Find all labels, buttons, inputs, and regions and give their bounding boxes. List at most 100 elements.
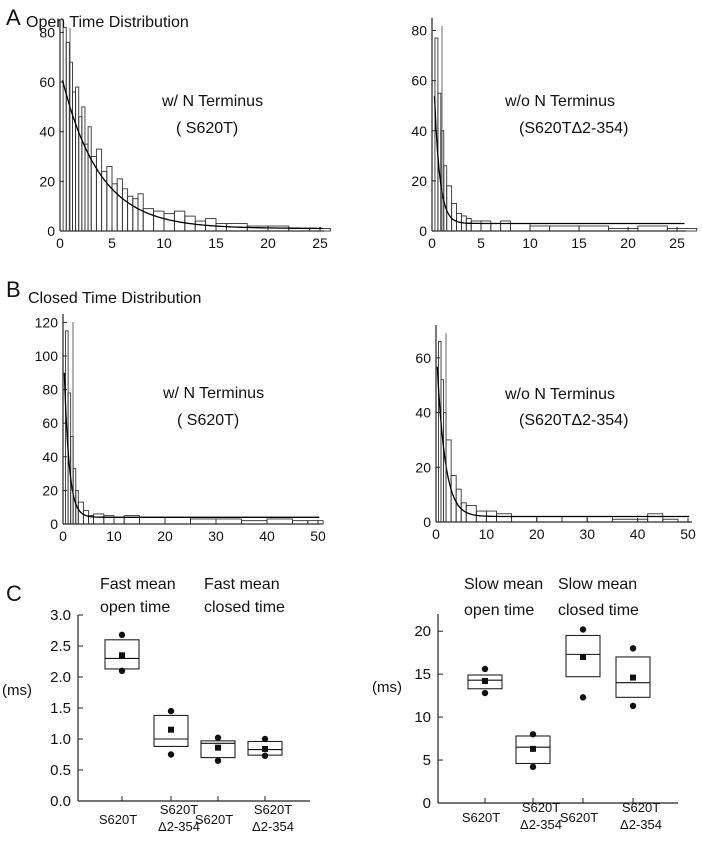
y-tick-label: 20 (39, 173, 55, 189)
histogram-bar (536, 516, 563, 523)
y-tick-label: 60 (42, 415, 58, 431)
category-label: S620T Δ2-354 (620, 800, 662, 832)
histogram-bar (637, 518, 649, 523)
box-max-point (529, 731, 537, 738)
legend-mutant: ( S620T) (177, 412, 239, 429)
fit-curve (63, 372, 320, 518)
box-max-point (167, 707, 175, 715)
section-title-closed: Closed Time Distribution (28, 290, 201, 307)
y-tick-label: 0 (419, 223, 427, 239)
y-tick-label: 100 (35, 348, 59, 364)
histogram-bar (637, 225, 668, 232)
histogram-bar (93, 513, 105, 525)
box-min-point (629, 702, 637, 710)
y-tick-label: 1.0 (50, 731, 71, 748)
x-tick-label: 50 (680, 526, 696, 542)
histogram-bar (451, 202, 457, 232)
histogram-bar (480, 220, 492, 232)
histogram-bar (496, 513, 513, 523)
y-tick-label: 40 (42, 449, 58, 465)
x-tick-label: 10 (479, 526, 495, 542)
chart-closed-with-n-terminus: 0 10 20 30 40 50 0 20 40 60 80 100 120 w/ N Terminus (… (35, 314, 326, 544)
box-min-point (261, 752, 269, 759)
legend-construct: w/ N Terminus (162, 385, 264, 402)
y-tick-label: 60 (415, 350, 431, 366)
x-tick-label: 40 (259, 528, 275, 544)
y-tick-label: 0 (423, 514, 431, 530)
y-tick-label: 20 (411, 173, 427, 189)
box-min-point (214, 757, 222, 764)
box-mean-marker (262, 745, 268, 752)
y-tick-label: 2.0 (50, 669, 71, 686)
histogram-bar (215, 223, 227, 232)
histogram-bar (87, 126, 92, 232)
y-tick-label: 0 (50, 516, 58, 532)
y-tick-label: 60 (39, 74, 55, 90)
y-tick-label: 40 (415, 405, 431, 421)
y-tick-label: 80 (39, 24, 55, 40)
x-tick-label: 10 (106, 528, 122, 544)
histogram-bar (163, 213, 175, 232)
x-tick-label: 0 (56, 235, 64, 251)
histogram-bar (194, 220, 207, 232)
category-label: S620T Δ2-354 (520, 800, 562, 832)
histogram-bar (215, 518, 242, 525)
group-header-line2: closed time (558, 602, 639, 619)
histogram-bar (246, 225, 269, 232)
y-tick-label: 10 (414, 709, 431, 726)
x-tick-label: 50 (310, 528, 326, 544)
histogram-bar (190, 518, 217, 525)
histogram-bar (106, 166, 113, 232)
histogram-bar (608, 228, 639, 232)
y-tick-label: 40 (39, 124, 55, 140)
histogram-bar (113, 516, 125, 525)
y-tick-label: 0.0 (50, 793, 71, 810)
category-label: S620T (195, 812, 233, 827)
x-tick-label: 0 (59, 528, 67, 544)
legend-construct: w/o N Terminus (504, 386, 615, 403)
histogram-bar (84, 143, 89, 232)
y-tick-label: 20 (42, 482, 58, 498)
x-tick-label: 10 (522, 235, 538, 251)
x-tick-label: 20 (260, 235, 276, 251)
histogram-bar (611, 518, 639, 523)
x-tick-label: 20 (620, 235, 636, 251)
histogram-bar (95, 148, 103, 232)
y-tick-label: 80 (42, 382, 58, 398)
histogram-bar (529, 225, 551, 232)
category-label: S620T Δ2-354 (158, 802, 200, 834)
histogram-bar (450, 475, 457, 523)
y-tick-label: 120 (35, 314, 59, 330)
x-tick-label: 0 (428, 235, 436, 251)
box-min-point (118, 667, 126, 674)
chart-slow-mean-times: 0 5 10 15 20 (ms) Slow mean open time Slow mean c… (372, 576, 678, 832)
histogram-bar (666, 228, 698, 232)
box-mean-marker (119, 652, 125, 659)
y-tick-label: 20 (415, 459, 431, 475)
histogram-bar (137, 193, 144, 232)
y-tick-label: 1.5 (50, 700, 71, 717)
histogram-bar (465, 218, 472, 232)
category-label: S620T (462, 810, 500, 825)
histogram-bar (647, 513, 664, 523)
fit-curve (61, 80, 323, 230)
y-tick-label: 2.5 (50, 638, 71, 655)
histogram-bar (561, 516, 588, 523)
x-tick-label: 20 (529, 526, 545, 542)
x-tick-label: 10 (156, 235, 172, 251)
histogram-bar (549, 225, 580, 232)
legend-mutant: (S620TΔ2-354) (519, 120, 628, 137)
histogram-bar (578, 225, 609, 232)
histogram-bar (81, 106, 86, 232)
box-max-point (579, 626, 587, 633)
y-axis-label: (ms) (2, 682, 32, 699)
histogram-bar (490, 223, 502, 232)
box-mean-marker (630, 674, 636, 681)
y-tick-label: 0 (47, 223, 55, 239)
histogram-bar (470, 220, 482, 232)
fit-curve (433, 96, 685, 225)
y-tick-label: 15 (414, 666, 431, 683)
chart-fast-mean-times: 0.0 0.5 1.0 1.5 2.0 2.5 3.0 (ms) Fast mean open t… (2, 576, 310, 834)
x-tick-label: 5 (108, 235, 116, 251)
